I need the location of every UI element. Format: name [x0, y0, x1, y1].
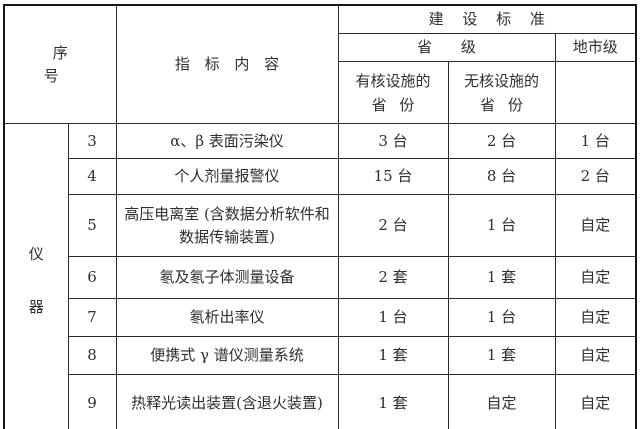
indicator-content: 氡析出率仪 [115, 298, 339, 337]
equipment-standards-table: 序 号 指 标 内 容 建 设 标 准 省 级 地市级 有核设施的 省 份 无核… [3, 4, 638, 429]
row-number: 3 [67, 123, 117, 159]
row-number: 6 [67, 256, 117, 299]
indicator-content: 高压电离室 (含数据分析软件和数据传输装置) [115, 194, 339, 257]
row-number: 5 [67, 194, 117, 257]
nuclear-province-value: 2 套 [337, 256, 449, 299]
header-non-nuclear-province: 无核设施的 省 份 [447, 61, 556, 124]
row-number: 8 [67, 336, 117, 375]
city-level-value: 自定 [554, 336, 637, 375]
header-nuclear-province-line1: 有核设施的 [355, 71, 431, 90]
indicator-content: 热释光读出装置(含退火装置) [115, 374, 339, 429]
indicator-content: 氡及氡子体测量设备 [115, 256, 339, 299]
category-char-1: 仪 [28, 245, 44, 264]
city-level-value: 自定 [554, 298, 637, 337]
category-char-2: 器 [28, 298, 44, 317]
header-construction-standard: 建 设 标 准 [337, 4, 637, 34]
indicator-content: 个人剂量报警仪 [115, 158, 339, 195]
nuclear-province-value: 2 台 [337, 194, 449, 257]
table-row: 6 氡及氡子体测量设备 2 套 1 套 自定 [4, 256, 637, 299]
non-nuclear-province-value: 8 台 [447, 158, 556, 195]
table-row: 8 便携式 γ 谱仪测量系统 1 套 1 套 自定 [4, 336, 637, 375]
non-nuclear-province-value: 1 台 [447, 194, 556, 257]
table-row: 仪 器 3 α、β 表面污染仪 3 台 2 台 1 台 [3, 123, 637, 429]
city-level-value: 1 台 [554, 123, 637, 159]
header-non-nuclear-province-line1: 无核设施的 [463, 71, 539, 90]
header-city-level: 地市级 [554, 33, 637, 62]
table-row: 5 高压电离室 (含数据分析软件和数据传输装置) 2 台 1 台 自定 [4, 194, 637, 257]
header-indicator-content: 指 标 内 容 [115, 4, 339, 124]
city-level-value: 2 台 [554, 158, 637, 195]
nuclear-province-value: 1 台 [337, 298, 449, 337]
row-number: 4 [67, 158, 117, 195]
non-nuclear-province-value: 2 台 [447, 123, 556, 159]
header-nuclear-province: 有核设施的 省 份 [337, 61, 449, 124]
city-level-value: 自定 [554, 374, 637, 429]
nuclear-province-value: 15 台 [337, 158, 449, 195]
non-nuclear-province-value: 1 台 [447, 298, 556, 337]
nuclear-province-value: 1 套 [337, 374, 449, 429]
header-nuclear-province-line2: 省 份 [371, 95, 419, 114]
city-level-value: 自定 [554, 194, 637, 257]
header-seq-no: 序 号 [3, 4, 117, 124]
header-province-level: 省 级 [337, 33, 556, 62]
city-level-value: 自定 [554, 256, 637, 299]
non-nuclear-province-value: 自定 [447, 374, 556, 429]
nuclear-province-value: 3 台 [337, 123, 449, 159]
non-nuclear-province-value: 1 套 [447, 336, 556, 375]
header-city-level-empty-cell [554, 61, 637, 124]
category-instruments-cell: 仪 器 [3, 123, 69, 429]
indicator-content: 便携式 γ 谱仪测量系统 [115, 336, 339, 375]
row-number: 7 [67, 298, 117, 337]
table-row: 9 热释光读出装置(含退火装置) 1 套 自定 自定 [4, 374, 637, 429]
table-row: 7 氡析出率仪 1 台 1 台 自定 [4, 298, 637, 337]
non-nuclear-province-value: 1 套 [447, 256, 556, 299]
nuclear-province-value: 1 套 [337, 336, 449, 375]
indicator-content: α、β 表面污染仪 [115, 123, 339, 159]
header-non-nuclear-province-line2: 省 份 [480, 95, 527, 114]
table-row: 4 个人剂量报警仪 15 台 8 台 2 台 [4, 158, 637, 195]
row-number: 9 [67, 374, 117, 429]
